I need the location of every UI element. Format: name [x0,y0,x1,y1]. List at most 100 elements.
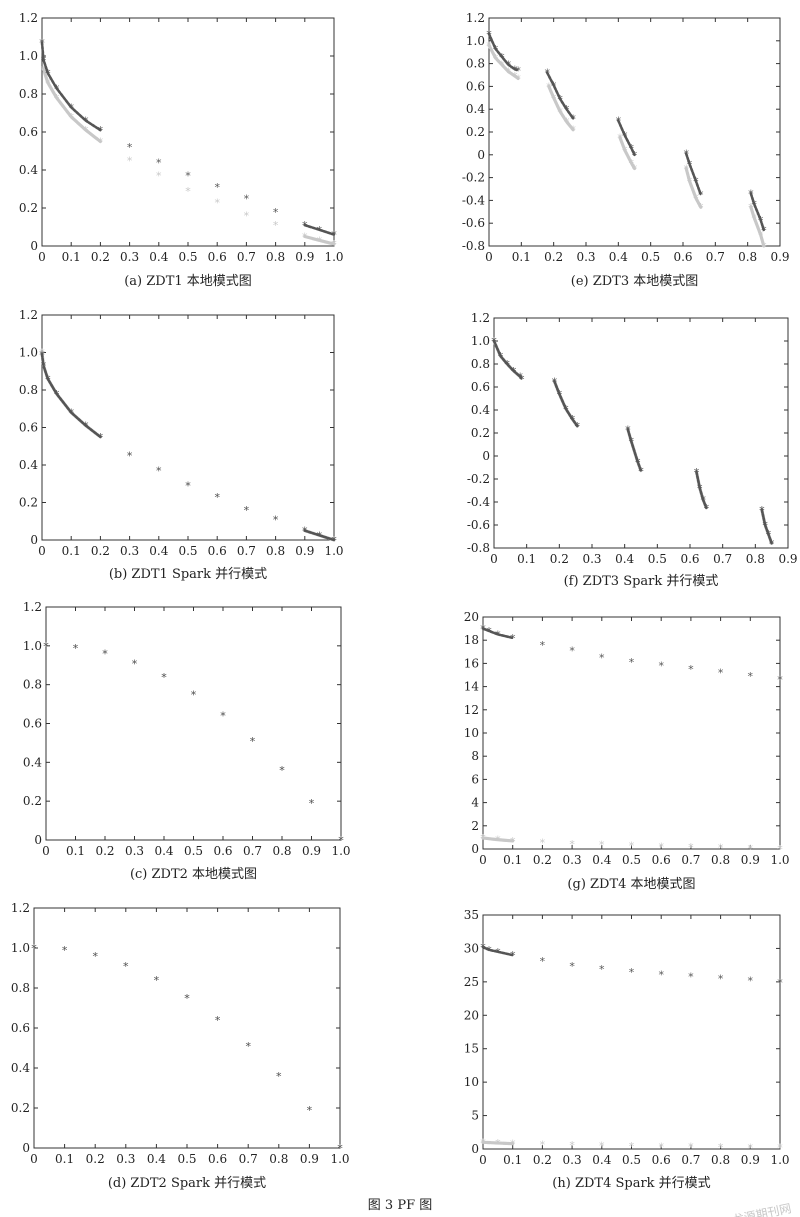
data-point: * [510,632,516,645]
data-point: * [83,124,89,137]
y-tick-label: 0.8 [19,383,38,397]
y-tick-label: -0.8 [467,541,490,555]
series-band [684,152,703,196]
y-tick-label: 0.4 [471,403,490,417]
y-tick-label: 1.2 [466,11,485,25]
data-point: * [214,196,220,209]
x-tick-label: 0.6 [213,844,232,858]
x-tick-label: 0 [479,1153,487,1167]
y-tick-label: 35 [464,908,479,922]
x-tick-label: 0.6 [673,250,692,264]
data-point: * [480,1136,486,1149]
x-tick-label: 0.6 [680,552,699,566]
y-tick-label: -0.2 [462,171,485,185]
data-point: * [245,1040,251,1053]
data-point: * [748,975,754,988]
data-point: * [191,688,197,701]
y-tick-label: 1.2 [471,311,490,325]
x-tick-label: 0.9 [300,1152,319,1166]
data-point: * [700,494,706,507]
y-tick-label: 0.2 [23,794,42,808]
x-tick-label: 0.6 [652,853,671,867]
series-band [760,508,773,545]
x-tick-label: 0.4 [609,250,628,264]
y-tick-label: 0.4 [19,458,38,472]
data-point: * [506,59,512,72]
y-tick-label: 0.4 [23,755,42,769]
data-point: * [688,663,694,676]
series-dark: ************* [480,623,783,687]
data-point: * [331,534,337,547]
plot-frame [482,914,781,1150]
data-point: * [632,162,638,175]
data-point: * [309,797,315,810]
x-tick-label: 0.3 [582,552,601,566]
data-point: * [309,797,315,810]
data-point: * [184,992,190,1005]
series-light: *********************** [486,39,767,253]
x-tick-label: 0.7 [243,844,262,858]
x-tick-label: 1.0 [331,844,350,858]
y-tick-label: 0.8 [11,981,30,995]
data-point: * [98,431,104,444]
x-tick-label: 0.6 [208,1152,227,1166]
data-point: * [73,642,79,655]
data-point: * [629,142,635,155]
series-band [749,192,766,232]
y-tick-label: 1.2 [11,901,30,915]
chart-h: 0 0.1 0.2 0.3 0.4 0.5 0.6 0.7 0.8 0.9 1.0 0 5 10 15 20 2… [464,908,790,1191]
x-tick-label: 0.9 [741,1153,760,1167]
series-dark: **** ** ***** **** **** **** [486,28,767,237]
x-tick-label: 1.0 [324,250,343,264]
y-tick-label: -0.4 [462,193,486,207]
data-point: * [214,491,220,504]
data-point: * [486,28,492,41]
y-tick-label: 4 [471,796,479,810]
data-point: * [628,435,634,448]
series-band [684,166,703,209]
x-tick-label: 0.2 [533,1153,552,1167]
y-tick-label: 1.0 [471,334,490,348]
plot-frame [488,17,781,247]
data-point: * [693,175,699,188]
data-point: * [759,504,765,517]
data-point: * [635,456,641,469]
data-point: * [41,54,47,67]
data-point: * [495,628,501,641]
data-point: * [704,502,710,515]
data-point: * [751,198,757,211]
data-point: * [495,834,501,847]
data-point: * [98,136,104,149]
series-dark: * * * * * * * * * * * [43,640,344,847]
series-light: * * * * * * * * * * * * [480,1136,783,1154]
series-band [617,119,636,157]
data-point: * [132,657,138,670]
data-point: * [698,201,704,214]
x-tick-label: 1.0 [330,1152,349,1166]
series-light: * * * * * * * * * * * * [480,832,783,856]
data-point: * [273,219,279,232]
x-tick-label: 0.3 [125,844,144,858]
data-point: * [54,388,60,401]
data-point: * [338,834,344,847]
data-point: * [185,185,191,198]
data-point: * [184,992,190,1005]
y-tick-label: -0.6 [462,216,485,230]
y-tick-label: 0 [471,1142,479,1156]
y-tick-label: 0 [22,1141,30,1155]
y-tick-label: 0 [477,148,485,162]
plot-frame [33,907,341,1149]
series-band [547,84,575,132]
data-point: * [748,188,754,201]
x-tick-label: 0.4 [154,844,173,858]
data-point: * [718,667,724,680]
data-point: * [683,162,689,175]
y-tick-label: 0.8 [466,57,485,71]
data-point: * [570,413,576,426]
data-point: * [123,960,129,973]
data-point: * [41,360,47,373]
x-tick-label: 0 [30,1152,38,1166]
data-point: * [276,1070,282,1083]
series-band [553,380,579,428]
series-band [618,136,637,171]
